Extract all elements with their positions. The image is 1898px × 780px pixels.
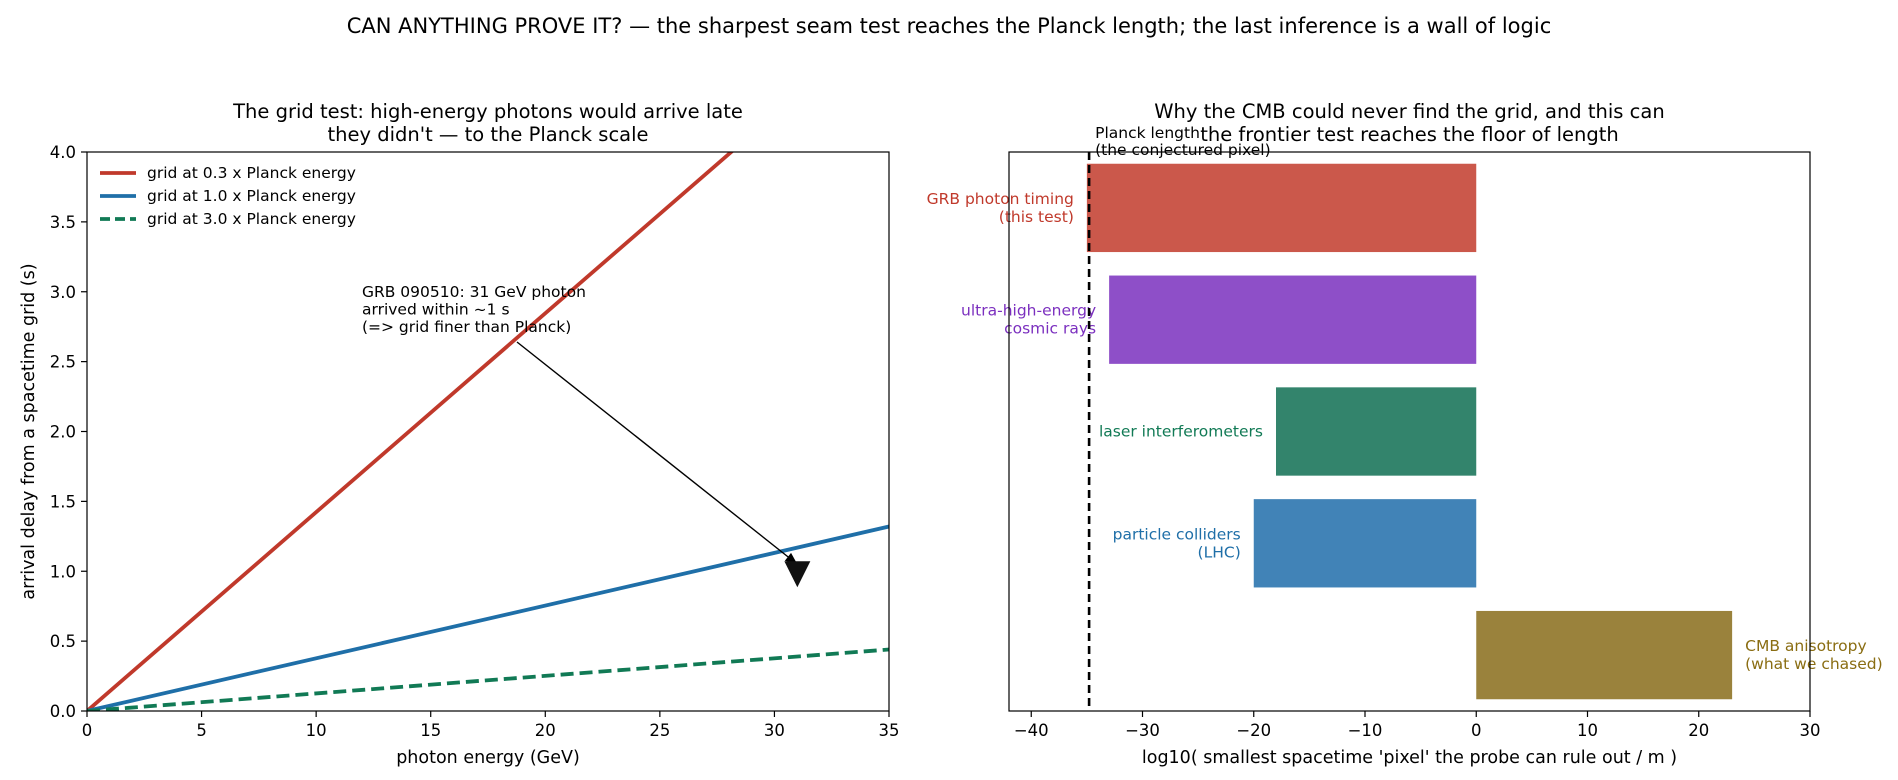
x-tick-label: 0	[82, 721, 93, 740]
y-tick-label: 0.5	[50, 632, 76, 651]
chart2-title: Why the CMB could never find the grid, a…	[1154, 100, 1664, 146]
x-tick-label: 30	[1800, 721, 1821, 740]
bar-label-2: laser interferometers	[1099, 423, 1263, 441]
legend-label-0: grid at 0.3 x Planck energy	[147, 164, 356, 182]
probe-reach-bar-chart: GRB photon timing (this test) ultra-high-e…	[927, 100, 1883, 768]
series-line-0	[87, 152, 735, 711]
y-tick-label: 3.5	[50, 213, 76, 232]
figure-title: CAN ANYTHING PROVE IT? — the sharpest se…	[347, 14, 1552, 38]
y-axis-label: arrival delay from a spacetime grid (s)	[19, 263, 39, 599]
y-tick-label: 0.0	[50, 702, 76, 721]
x-axis-label: log10( smallest spacetime 'pixel' the pr…	[1142, 748, 1677, 768]
x-tick-label: 30	[764, 721, 785, 740]
x-tick-label: −30	[1125, 721, 1160, 740]
series-line-1	[87, 524, 889, 711]
y-tick-label: 4.0	[50, 143, 76, 162]
observation-marker	[784, 561, 811, 588]
planck-reference-label: Planck length (the conjectured pixel)	[1095, 124, 1271, 159]
x-tick-label: 10	[306, 721, 327, 740]
annotation-text: GRB 090510: 31 GeV photon arrived within …	[362, 283, 586, 336]
annotation-arrow-line	[516, 341, 798, 565]
series-line-2	[87, 647, 889, 711]
bar-1	[1109, 275, 1477, 364]
bar-label-4: CMB anisotropy (what we chased)	[1745, 637, 1883, 673]
x-tick-label: 10	[1577, 721, 1598, 740]
x-tick-label: 35	[879, 721, 900, 740]
x-tick-label: 20	[535, 721, 556, 740]
chart1-axes-frame	[86, 151, 890, 712]
bar-0	[1086, 163, 1477, 253]
x-tick-label: 20	[1688, 721, 1709, 740]
x-tick-label: −20	[1236, 721, 1271, 740]
bar-label-1: ultra-high-energy cosmic rays	[961, 302, 1096, 338]
y-tick-label: 2.0	[50, 423, 76, 442]
arrival-delay-line-chart: 0 5 10 15 20 25 30 35 0.0 0.5 1.0 1.5 2.0 2.5 3.0 3.5 4.…	[19, 100, 900, 768]
chart2-axes-frame	[1008, 151, 1811, 712]
bar-label-3: particle colliders (LHC)	[1113, 525, 1241, 561]
x-tick-label: 15	[420, 721, 441, 740]
legend-label-1: grid at 1.0 x Planck energy	[147, 187, 356, 205]
x-tick-label: −40	[1014, 721, 1049, 740]
bar-3	[1253, 499, 1477, 588]
x-tick-label: −10	[1348, 721, 1383, 740]
y-tick-label: 1.0	[50, 562, 76, 581]
y-tick-label: 3.0	[50, 283, 76, 302]
x-tick-label: 5	[196, 721, 207, 740]
bar-4	[1476, 610, 1733, 700]
x-tick-label: 25	[649, 721, 670, 740]
x-axis-label: photon energy (GeV)	[396, 748, 580, 768]
chart1-title: The grid test: high-energy photons would…	[232, 100, 743, 146]
y-tick-label: 1.5	[50, 492, 76, 511]
legend-label-2: grid at 3.0 x Planck energy	[147, 210, 356, 228]
y-tick-label: 2.5	[50, 353, 76, 372]
bar-label-0: GRB photon timing (this test)	[927, 190, 1074, 226]
x-tick-label: 0	[1471, 721, 1482, 740]
bar-2	[1276, 387, 1477, 476]
